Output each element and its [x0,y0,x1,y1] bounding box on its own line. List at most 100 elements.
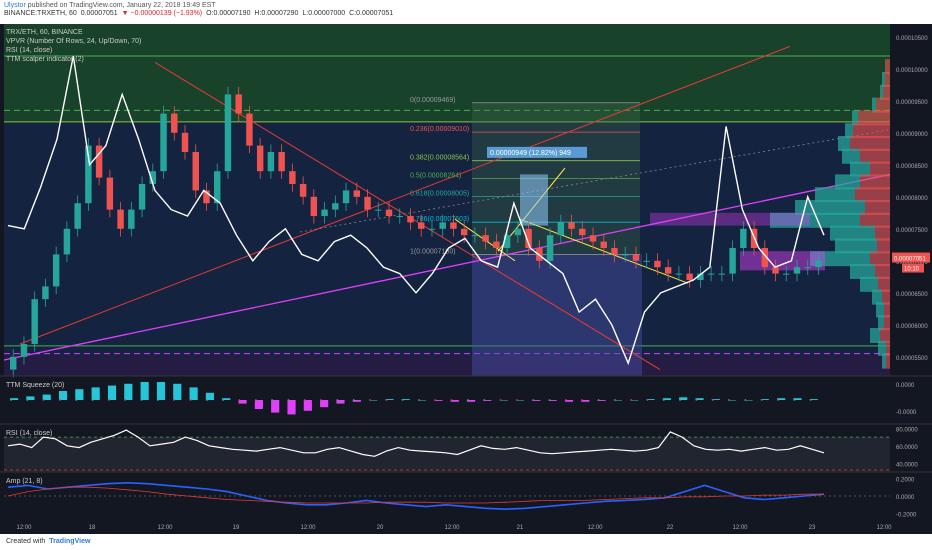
vpvr-down-bar [875,225,890,241]
created-with-text: Created with [6,538,46,545]
squeeze-dot [793,399,796,401]
candle-body [332,203,339,210]
candle-body [686,273,693,280]
amp-pane-label[interactable]: Amp (21, 8) [6,478,43,485]
vpvr-value-band [740,251,825,271]
squeeze-dot [91,399,94,401]
candle-body [450,222,457,229]
vpvr-down-bar [885,59,890,75]
squeeze-dot [59,399,61,401]
legend-rsi[interactable]: RSI (14, close) [6,47,53,54]
vpvr-down-bar [858,110,890,126]
candle-body [63,228,71,255]
candle-body [181,132,189,152]
candle-body [675,273,683,275]
candle-body [246,113,253,146]
squeeze-dot [140,399,143,401]
candle-body [729,248,736,274]
vpvr-down-bar [876,97,890,113]
candle-body [267,152,275,172]
price-tick-label: 0.00010500 [896,36,928,42]
candle-body [664,267,672,274]
fib-label: 1(0.00007100) [410,248,456,255]
rsi-tick-label: 80.0000 [896,427,918,433]
candle-body [439,222,446,229]
low-value: L:0.00007000 [302,10,346,17]
countdown-tag [902,263,924,273]
squeeze-dot [516,399,518,401]
author-link[interactable]: Ulystor [4,2,26,9]
candle-body [718,273,726,275]
candle-body [697,273,704,280]
measure-label-bg [487,146,587,158]
price-tick-label: 0.00007500 [896,228,928,234]
squeeze-bar [58,391,68,400]
squeeze-bar [238,400,247,404]
squeeze-dot [695,399,698,401]
time-tick-label: 12:00 [876,525,892,531]
vpvr-down-bar [860,148,890,164]
candle-body [256,145,264,172]
candle-body [396,216,403,217]
squeeze-bar [369,400,378,401]
candle-body [235,94,242,114]
last-price-tag [892,252,930,263]
rsi-tick-label: 40.0000 [896,462,918,468]
rsi-pane-label[interactable]: RSI (14, close) [6,430,53,437]
vpvr-up-bar [880,84,883,100]
candle-body [106,177,114,210]
countdown-label: 10:10 [904,267,920,273]
chart-canvas[interactable]: 0(0.00009469) 0.236(0.00009010) 0.382(0.00… [0,24,932,534]
legend-vpvr[interactable]: VPVR (Number Of Rows, 24, Up/Down, 70) [6,38,142,45]
squeeze-bar [434,400,443,401]
legend-ttm[interactable]: TTM scalper indicator (2) [6,56,84,63]
vpvr-up-bar [795,200,865,215]
vpvr-down-bar [860,212,890,228]
squeeze-dot [679,399,682,401]
price-tick-label: 0.00009000 [896,132,928,138]
vpvr-up-bar [882,72,885,87]
squeeze-dot [271,399,274,401]
vpvr-up-bar [870,328,880,343]
squeeze-bar [548,400,557,401]
vpvr-up-bar [850,161,870,177]
candle-body [85,145,92,204]
ohlc-line: BINANCE:TRXETH, 60 0.00007051 ▼ −0.00000… [4,10,928,18]
vpvr-up-bar [845,123,853,139]
squeeze-dot [205,399,208,401]
last-price-tag-label: 0.00007051 [894,257,926,263]
rsi-line [7,429,825,457]
squeeze-bar [271,400,280,413]
time-tick-label: 19 [233,525,240,531]
squeeze-dot [320,399,322,401]
tradingview-logo[interactable]: TradingView [49,538,91,545]
squeeze-pane-label[interactable]: TTM Squeeze (20) [6,382,65,389]
open-value: O:0.00007190 [206,10,251,17]
squeeze-bar [254,400,263,409]
squeeze-bar [532,400,541,401]
vpvr-down-bar [880,328,890,343]
time-tick-label: 12:00 [587,525,603,531]
stop-box [472,254,642,376]
time-tick-label: 12:00 [157,525,173,531]
time-tick-label: 12:00 [16,525,32,531]
squeeze-dot [467,399,469,401]
squeeze-dot [287,399,290,401]
squeeze-tick-label: 0.0000 [896,383,915,389]
squeeze-bar [336,400,345,404]
vpvr-down-bar [877,238,890,254]
squeeze-dot [581,399,584,401]
squeeze-dot [760,399,763,401]
vpvr-down-bar [870,251,890,267]
squeeze-bar [630,400,639,401]
squeeze-bar [385,399,394,400]
footer-bar: Created with TradingView [0,534,932,550]
squeeze-bar [679,397,688,400]
squeeze-bar [140,382,149,400]
squeeze-dot [124,399,127,401]
candle-body [31,299,38,344]
candle-body [42,286,49,300]
squeeze-bar [107,385,117,400]
vpvr-up-bar [876,302,884,318]
fib-label: 0.618(0.00008005) [410,190,469,197]
